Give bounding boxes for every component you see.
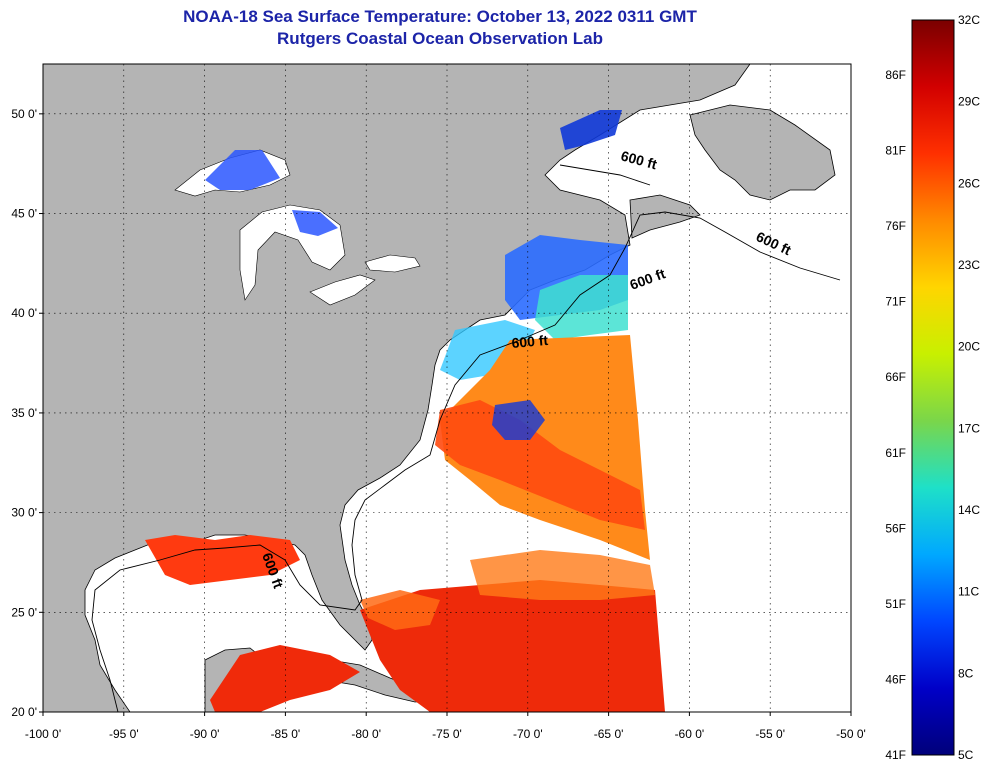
sst-caribbean-red: [360, 580, 665, 712]
colorbar-fahrenheit-label: 46F: [885, 672, 906, 686]
lat-tick-label: 30 0': [11, 506, 37, 520]
colorbar-fahrenheit-labels: 86F 81F 76F 71F 66F 61F 56F 51F 46F 41F: [885, 68, 906, 762]
colorbar-celsius-label: 20C: [958, 340, 980, 354]
colorbar-celsius-label: 26C: [958, 176, 980, 190]
lat-tick-label: 35 0': [11, 406, 37, 420]
lat-tick-label: 25 0': [11, 605, 37, 619]
lon-tick-label: -80 0': [351, 727, 381, 741]
title-line-1: NOAA-18 Sea Surface Temperature: October…: [183, 7, 697, 26]
lon-tick-label: -75 0': [432, 727, 462, 741]
colorbar-celsius-label: 29C: [958, 95, 980, 109]
longitude-labels: -100 0' -95 0' -90 0' -85 0' -80 0' -75 0' -70…: [25, 727, 866, 741]
lat-tick-label: 20 0': [11, 705, 37, 719]
sst-lakes-blue: [205, 150, 280, 190]
colorbar-celsius-label: 5C: [958, 748, 974, 762]
land-maritimes: [629, 194, 701, 239]
sst-yucatan-red: [210, 645, 360, 712]
latitude-labels: 20 0' 25 0' 30 0' 35 0' 40 0' 45 0' 50 0': [11, 107, 37, 719]
sst-cold-eddy-blue: [492, 400, 545, 440]
sst-south-florida-orange: [360, 590, 440, 630]
sst-gulf-of-mexico-red: [145, 535, 300, 585]
isobath-600ft: [91, 211, 841, 713]
sst-shelf-cyan: [535, 275, 628, 340]
colorbar-celsius-label: 23C: [958, 258, 980, 272]
colorbar-fahrenheit-label: 41F: [885, 748, 906, 762]
colorbar-fahrenheit-label: 71F: [885, 295, 906, 309]
land-north-america: [43, 64, 751, 712]
lon-tick-label: -60 0': [675, 727, 705, 741]
colorbar-celsius-labels: 32C 29C 26C 23C 20C 17C 14C 11C 8C 5C: [958, 13, 980, 762]
lat-tick-label: 40 0': [11, 306, 37, 320]
map-layers: [43, 64, 836, 712]
lake-ontario: [364, 254, 421, 273]
map-title: NOAA-18 Sea Surface Temperature: October…: [0, 6, 880, 50]
lon-tick-label: -95 0': [109, 727, 139, 741]
colorbar-fahrenheit-label: 66F: [885, 370, 906, 384]
colorbar-celsius-label: 14C: [958, 503, 980, 517]
colorbar-celsius-label: 32C: [958, 13, 980, 27]
map-frame: [42, 63, 852, 713]
title-line-2: Rutgers Coastal Ocean Observation Lab: [277, 29, 603, 48]
lake-erie: [309, 274, 376, 306]
lat-tick-label: 45 0': [11, 207, 37, 221]
colorbar: [911, 19, 955, 756]
colorbar-fahrenheit-label: 61F: [885, 446, 906, 460]
sst-mid-atlantic-shelf: [440, 320, 535, 380]
lon-tick-label: -55 0': [755, 727, 785, 741]
lon-tick-label: -85 0': [271, 727, 301, 741]
lon-tick-label: -100 0': [25, 727, 61, 741]
colorbar-fahrenheit-label: 56F: [885, 521, 906, 535]
lon-tick-label: -70 0': [513, 727, 543, 741]
sst-st-lawrence-blue: [560, 110, 622, 150]
land-newfoundland: [689, 104, 836, 201]
colorbar-fahrenheit-label: 86F: [885, 68, 906, 82]
colorbar-fahrenheit-label: 76F: [885, 219, 906, 233]
sst-lake-huron-blue: [292, 210, 338, 236]
colorbar-celsius-label: 11C: [958, 585, 979, 599]
lon-tick-label: -50 0': [836, 727, 866, 741]
colorbar-celsius-label: 17C: [958, 421, 980, 435]
contour-label-mid-atlantic: 600 ft: [511, 332, 549, 351]
sst-gulf-stream-red: [435, 400, 645, 530]
colorbar-fahrenheit-label: 51F: [885, 597, 906, 611]
colorbar-celsius-label: 8C: [958, 666, 974, 680]
colorbar-fahrenheit-label: 81F: [885, 144, 906, 158]
lon-tick-label: -65 0': [594, 727, 624, 741]
isobath-600ft-north: [559, 164, 651, 186]
lat-tick-label: 50 0': [11, 107, 37, 121]
lon-tick-label: -90 0': [190, 727, 220, 741]
